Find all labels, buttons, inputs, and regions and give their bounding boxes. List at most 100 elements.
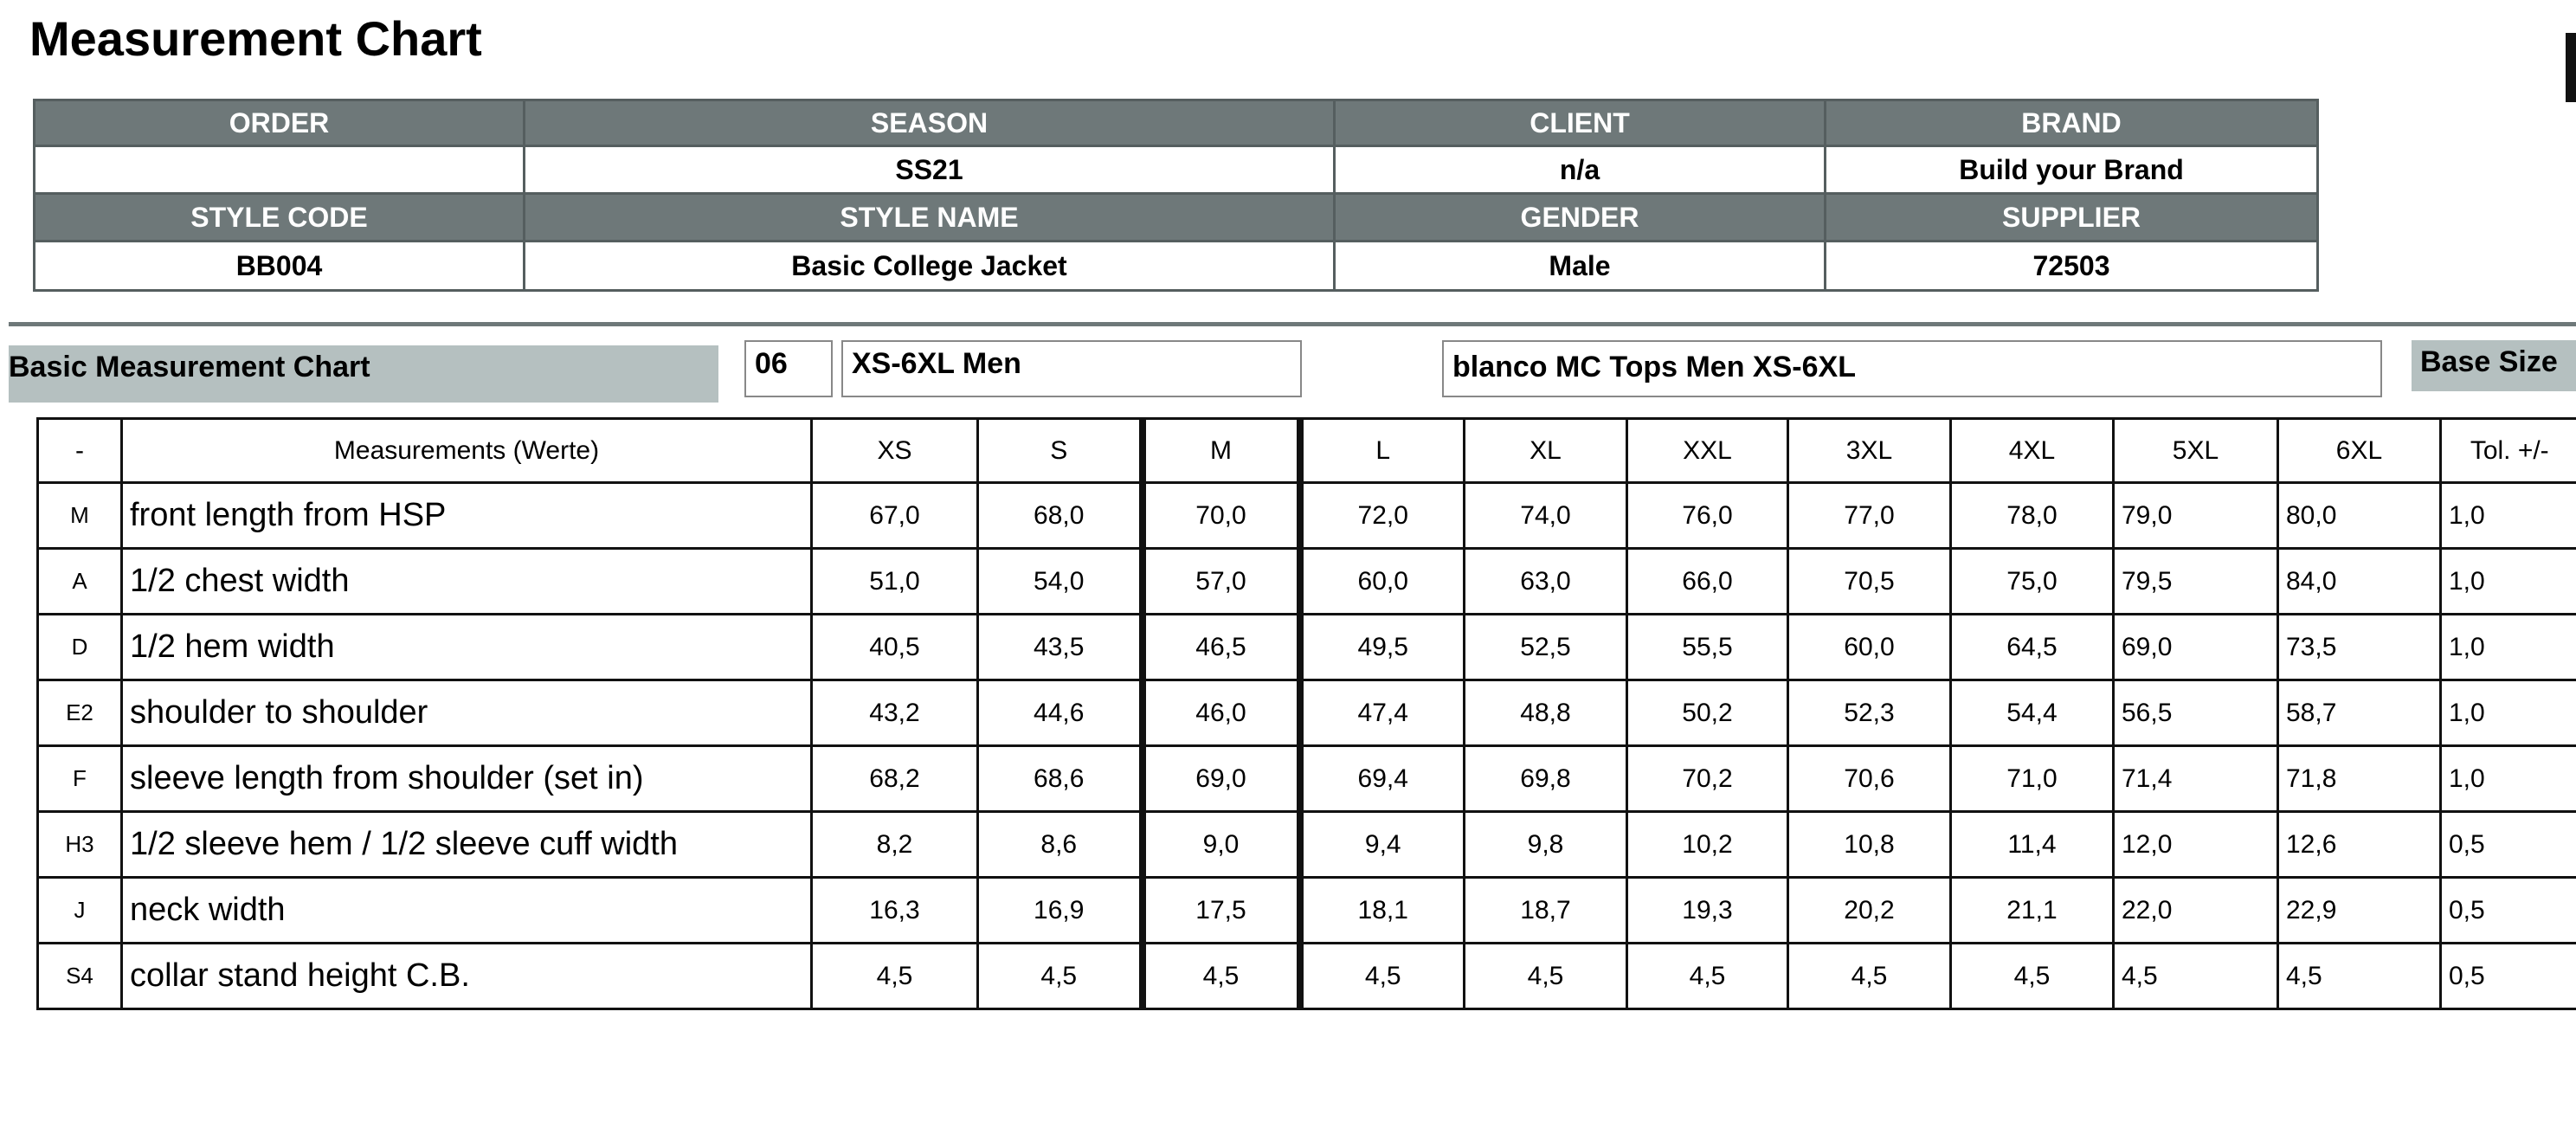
measurement-value: 70,6 [1787,744,1952,813]
measurement-value: 75,0 [1949,547,2115,615]
measurement-value: 9,8 [1463,810,1628,879]
template-name: blanco MC Tops Men XS-6XL [1442,340,2382,397]
column-header: XXL [1626,417,1789,484]
point-code: F [36,744,123,813]
measurement-value: 1,0 [2439,547,2576,615]
column-header: 3XL [1787,417,1952,484]
measurement-name: shoulder to shoulder [120,679,813,747]
field-value: n/a [1333,145,1826,195]
field-label: SEASON [523,99,1336,147]
measurement-name: 1/2 hem width [120,613,813,681]
measurement-value: 4,5 [1138,942,1304,1010]
measurement-value: 4,5 [2277,942,2442,1010]
measurement-value: 57,0 [1138,547,1304,615]
measurement-row: A 1/2 chest width 51,0 54,0 57,0 60,0 63,0 66,0… [36,547,2576,615]
measurement-value: 71,0 [1949,744,2115,813]
measurement-row: S4 collar stand height C.B. 4,5 4,5 4,5 4,5 4,… [36,942,2576,1010]
measurement-value: 21,1 [1949,876,2115,944]
measurement-value: 67,0 [810,481,979,550]
measurement-value: 69,8 [1463,744,1628,813]
field-value: SS21 [523,145,1336,195]
measurement-value: 12,0 [2112,810,2279,879]
measurement-value: 17,5 [1138,876,1304,944]
field-value: BB004 [33,240,525,292]
measurement-value: 1,0 [2439,481,2576,550]
measurement-value: 68,6 [976,744,1143,813]
measurement-value: 11,4 [1949,810,2115,879]
measurement-value: 44,6 [976,679,1143,747]
measurement-value: 4,5 [976,942,1143,1010]
column-header: XL [1463,417,1628,484]
measurement-value: 54,4 [1949,679,2115,747]
field-label: GENDER [1333,192,1826,242]
measurement-value: 74,0 [1463,481,1628,550]
measurement-value: 80,0 [2277,481,2442,550]
point-code: H3 [36,810,123,879]
value-row: BB004 Basic College Jacket Male 72503 [33,240,2319,292]
measurement-name: sleeve length from shoulder (set in) [120,744,813,813]
measurement-value: 4,5 [1787,942,1952,1010]
measurement-value: 20,2 [1787,876,1952,944]
measurement-value: 70,2 [1626,744,1789,813]
header-row: STYLE CODE STYLE NAME GENDER SUPPLIER [33,192,2319,242]
field-value: Build your Brand [1824,145,2319,195]
measurement-value: 4,5 [2112,942,2279,1010]
measurement-value: 70,5 [1787,547,1952,615]
measurement-value: 64,5 [1949,613,2115,681]
measurement-value: 1,0 [2439,613,2576,681]
field-label: CLIENT [1333,99,1826,147]
column-header: XS [810,417,979,484]
measurement-value: 69,4 [1298,744,1465,813]
column-header: Measurements (Werte) [120,417,813,484]
measurement-value: 63,0 [1463,547,1628,615]
measurement-value: 49,5 [1298,613,1465,681]
measurement-value: 69,0 [2112,613,2279,681]
measurement-name: neck width [120,876,813,944]
measurement-value: 43,2 [810,679,979,747]
base-size-label: Base Size [2412,340,2576,391]
point-code: M [36,481,123,550]
measurement-value: 1,0 [2439,744,2576,813]
point-code: A [36,547,123,615]
field-value: Basic College Jacket [523,240,1336,292]
column-header: - [36,417,123,484]
measurement-name: 1/2 sleeve hem / 1/2 sleeve cuff width [120,810,813,879]
size-code: 06 [744,340,833,397]
measurement-value: 68,0 [976,481,1143,550]
measurement-value: 4,5 [1949,942,2115,1010]
measurement-table: - Measurements (Werte) XS S M L XL XXL 3XL 4XL 5XL… [36,417,2576,1010]
measurement-value: 73,5 [2277,613,2442,681]
measurement-value: 8,2 [810,810,979,879]
measurement-value: 4,5 [1626,942,1789,1010]
measurement-value: 18,7 [1463,876,1628,944]
measurement-value: 58,7 [2277,679,2442,747]
measurement-row: D 1/2 hem width 40,5 43,5 46,5 49,5 52,5 55,5 60… [36,613,2576,681]
measurement-value: 43,5 [976,613,1143,681]
field-value: Male [1333,240,1826,292]
measurement-value: 60,0 [1787,613,1952,681]
measurement-value: 78,0 [1949,481,2115,550]
measurement-value: 4,5 [810,942,979,1010]
measurement-value: 12,6 [2277,810,2442,879]
measurement-value: 16,9 [976,876,1143,944]
measurement-value: 0,5 [2439,942,2576,1010]
field-label: STYLE CODE [33,192,525,242]
measurement-value: 69,0 [1138,744,1304,813]
point-code: E2 [36,679,123,747]
point-code: J [36,876,123,944]
measurement-value: 46,5 [1138,613,1304,681]
column-header: Tol. +/- [2439,417,2576,484]
measurement-row: H3 1/2 sleeve hem / 1/2 sleeve cuff width… [36,810,2576,879]
measurement-value: 16,3 [810,876,979,944]
measurement-value: 22,9 [2277,876,2442,944]
measurement-value: 4,5 [1298,942,1465,1010]
measurement-name: front length from HSP [120,481,813,550]
measurement-value: 0,5 [2439,810,2576,879]
measurement-value: 51,0 [810,547,979,615]
field-label: SUPPLIER [1824,192,2319,242]
field-value [33,145,525,195]
measurement-value: 52,5 [1463,613,1628,681]
